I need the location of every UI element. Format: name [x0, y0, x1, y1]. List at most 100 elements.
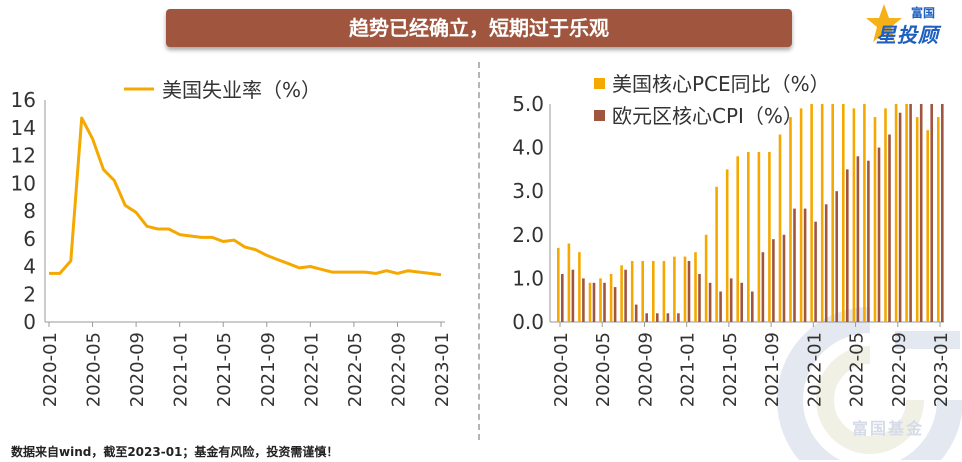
pce-bar: [599, 278, 602, 322]
euro-cpi-bar: [634, 304, 638, 322]
pce-bar: [926, 130, 929, 322]
euro-cpi-bar: [867, 160, 870, 322]
euro-cpi-bar: [803, 208, 807, 322]
pce-bar: [894, 104, 898, 322]
footer-note: 数据来自wind，截至2023-01；基金有风险，投资需谨慎！: [11, 445, 339, 459]
pce-bar: [768, 152, 771, 322]
pce-bar: [852, 108, 856, 323]
pce-bar: [831, 104, 834, 322]
euro-cpi-bar: [582, 278, 585, 322]
inflation-bar-chart: 0.0 1.0 2.0 3.0 4.0 5.0 2020-01 2020-05 2020-09 2…: [512, 72, 952, 407]
legend-swatch-euro-cpi: [594, 110, 605, 121]
pce-bar: [873, 117, 877, 322]
legend-label-euro-cpi: 欧元区核心CPI（%）: [612, 104, 803, 128]
x-tick-label: 2021-09: [762, 332, 783, 407]
x-tick-label: 2021-05: [214, 332, 235, 407]
pce-bar: [799, 108, 803, 323]
pce-bar: [694, 252, 697, 322]
euro-cpi-bar: [930, 104, 933, 322]
pce-bar: [641, 261, 644, 322]
euro-cpi-bar: [677, 313, 680, 322]
euro-cpi-bar: [824, 204, 828, 322]
pce-bar: [662, 261, 666, 322]
euro-cpi-bar: [687, 261, 691, 322]
euro-cpi-bar: [740, 282, 743, 322]
euro-cpi-bar: [571, 269, 575, 322]
pce-bar: [789, 117, 792, 322]
euro-cpi-bar: [793, 208, 796, 322]
y-tick-label: 14: [11, 116, 36, 140]
x-tick-label: 2022-09: [889, 332, 910, 407]
y-tick-label: 0.0: [512, 310, 544, 334]
star-icon: [866, 4, 902, 42]
x-tick-label: 2020-09: [127, 332, 148, 407]
x-tick-label: 2020-01: [40, 332, 61, 407]
x-tick-label: 2021-01: [678, 332, 699, 407]
x-tick-label: 2021-01: [171, 332, 192, 407]
pce-bar: [810, 104, 813, 322]
pce-bar: [557, 247, 560, 322]
pce-bar: [715, 186, 718, 322]
pce-bar: [630, 261, 634, 322]
pce-bar: [704, 234, 708, 322]
y-tick-label: 2.0: [512, 223, 544, 247]
pce-bar: [725, 169, 729, 322]
watermark-logo-icon: [777, 307, 962, 460]
euro-cpi-bar: [729, 278, 733, 322]
unemployment-line-chart: 0 2 4 6 8 10 12 14 16 2020-01 2020-05 2020-09 2021-0…: [11, 78, 453, 407]
y-tick-label: 12: [11, 144, 36, 168]
euro-cpi-bar: [592, 282, 596, 322]
pce-bar: [757, 152, 761, 322]
page-title: 趋势已经确立，短期过于乐观: [349, 16, 609, 40]
y-tick-label: 0: [23, 310, 36, 334]
euro-cpi-bar: [603, 282, 606, 322]
y-tick-label: 1.0: [512, 266, 544, 290]
x-tick-label: 2023-01: [931, 332, 952, 407]
y-tick-label: 3.0: [512, 179, 544, 203]
legend-label-pce: 美国核心PCE同比（%）: [612, 72, 830, 96]
legend-label-unemployment: 美国失业率（%）: [162, 78, 321, 102]
euro-cpi-bar: [751, 291, 754, 322]
x-tick-label: 2020-05: [593, 332, 614, 407]
pce-bar: [747, 152, 750, 322]
euro-cpi-bar: [708, 282, 712, 322]
pce-bar: [884, 108, 887, 323]
pce-bar: [609, 274, 613, 322]
legend-swatch-pce: [594, 78, 605, 89]
euro-cpi-bar: [846, 169, 849, 322]
unemployment-series-line: [49, 116, 442, 277]
x-tick-label: 2022-01: [301, 332, 322, 407]
pce-bar: [915, 117, 919, 322]
brand-top-text: 富国: [911, 6, 936, 20]
euro-cpi-bar: [719, 291, 722, 322]
euro-cpi-bar: [698, 274, 701, 322]
x-tick-label: 2022-05: [345, 332, 366, 407]
pce-bar: [736, 156, 739, 322]
page-title-banner: 趋势已经确立，短期过于乐观: [166, 9, 792, 47]
x-tick-label: 2020-05: [84, 332, 105, 407]
euro-cpi-bar: [888, 134, 891, 322]
x-tick-label: 2021-05: [720, 332, 741, 407]
euro-cpi-bar: [666, 313, 670, 322]
chart-divider: [478, 62, 480, 440]
y-tick-label: 4.0: [512, 136, 544, 160]
pce-bar: [567, 243, 571, 322]
euro-cpi-bar: [941, 104, 944, 322]
euro-cpi-bar: [835, 191, 838, 322]
pce-bar: [863, 104, 866, 322]
euro-cpi-bar: [909, 104, 912, 322]
euro-cpi-bar: [782, 234, 786, 322]
pce-bar: [578, 252, 581, 322]
y-tick-label: 4: [23, 255, 36, 279]
watermark-text: 富国基金: [852, 419, 925, 438]
pce-bar: [905, 104, 908, 322]
y-tick-label: 8: [23, 199, 36, 223]
pce-bar: [620, 265, 623, 322]
pce-bar: [820, 104, 824, 322]
x-tick-label: 2022-09: [388, 332, 409, 407]
y-tick-label: 2: [23, 282, 36, 306]
brand-logo: 富国 星投顾: [862, 2, 962, 47]
euro-cpi-bar: [814, 221, 817, 322]
brand-main-text: 星投顾: [876, 23, 939, 47]
pce-bar: [842, 104, 845, 322]
